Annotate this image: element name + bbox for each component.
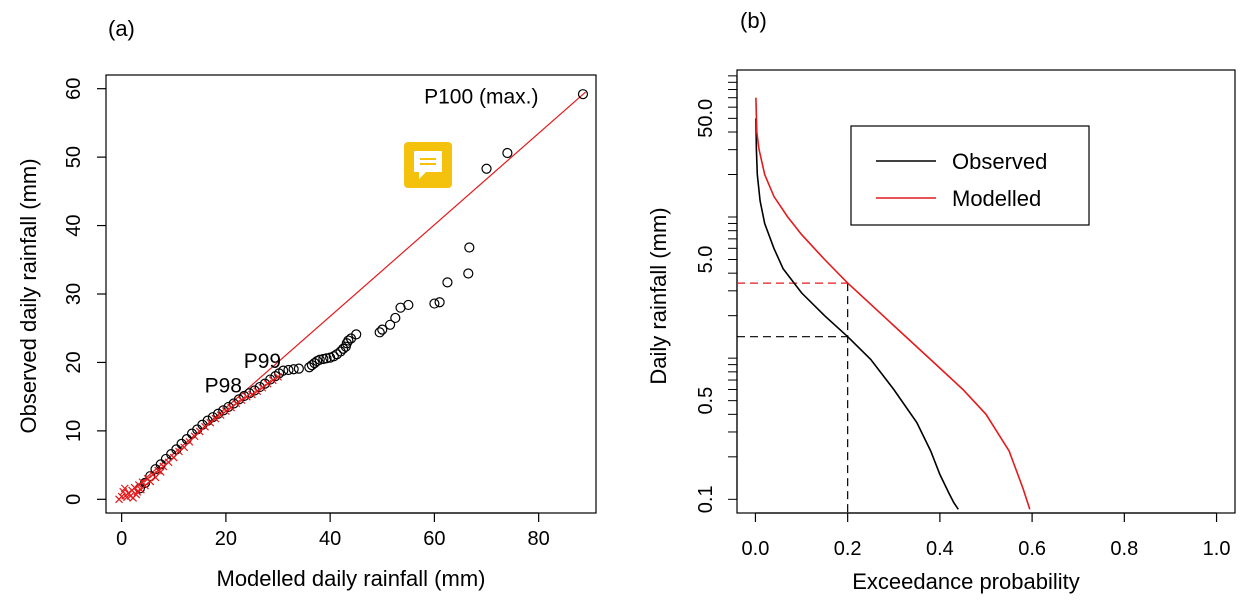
y-tick-label: 30 bbox=[63, 283, 85, 305]
modelled-point bbox=[134, 481, 143, 489]
y-tick-label: 0.5 bbox=[695, 387, 717, 415]
modelled-point bbox=[169, 453, 178, 462]
modelled-point bbox=[216, 411, 225, 420]
percentile-annotation: P98 bbox=[205, 375, 242, 398]
observed-point bbox=[577, 89, 589, 100]
panel-b-x-axis: 0.0 0.2 0.4 0.6 0.8 1.0 bbox=[742, 512, 1231, 560]
modelled-point bbox=[156, 468, 165, 476]
modelled-point bbox=[206, 418, 215, 427]
observed-point bbox=[390, 312, 401, 324]
modelled-point bbox=[201, 422, 209, 431]
observed-point bbox=[293, 363, 304, 374]
observed-point bbox=[321, 353, 332, 364]
x-tick-label: 20 bbox=[215, 528, 237, 550]
x-tick-label: 40 bbox=[319, 528, 341, 550]
observed-point bbox=[403, 299, 414, 311]
observed-point bbox=[374, 327, 385, 338]
x-tick-label: 80 bbox=[528, 528, 550, 550]
modelled-point bbox=[159, 462, 168, 471]
y-tick-label: 10 bbox=[63, 420, 85, 442]
legend-observed-label: Observed bbox=[952, 149, 1047, 174]
modelled-point bbox=[141, 481, 150, 490]
modelled-point bbox=[120, 484, 129, 493]
panel-a-y-axis-title: Observed daily rainfall (mm) bbox=[16, 158, 41, 433]
observed-point bbox=[481, 163, 492, 174]
modelled-point bbox=[242, 392, 251, 401]
x-tick-label: 0 bbox=[116, 528, 127, 550]
modelled-point bbox=[221, 407, 230, 415]
panel-b-x-axis-title: Exceedance probability bbox=[852, 569, 1079, 594]
panel-b-y-axis-title: Daily rainfall (mm) bbox=[646, 207, 671, 384]
modelled-point bbox=[237, 396, 246, 405]
modelled-point bbox=[253, 387, 262, 396]
observed-point bbox=[434, 297, 445, 308]
comment-icon[interactable] bbox=[404, 142, 452, 188]
observed-point bbox=[328, 351, 339, 362]
observed-point bbox=[288, 364, 299, 375]
y-tick-label: 40 bbox=[63, 214, 85, 236]
observed-point bbox=[442, 277, 453, 288]
x-tick-label: 60 bbox=[423, 528, 445, 550]
panel-a-label: (a) bbox=[108, 16, 135, 41]
modelled-point bbox=[211, 414, 220, 423]
modelled-point bbox=[175, 447, 183, 456]
x-tick-label: 0.8 bbox=[1110, 538, 1138, 560]
observed-point bbox=[338, 343, 349, 354]
observed-point bbox=[283, 364, 294, 376]
y-tick-label: 0.1 bbox=[695, 485, 717, 513]
x-tick-label: 0.2 bbox=[834, 538, 862, 560]
x-tick-label: 0.4 bbox=[926, 538, 954, 560]
observed-point bbox=[377, 324, 388, 335]
modelled-point bbox=[258, 383, 267, 392]
series-observed bbox=[755, 118, 959, 510]
x-tick-label: 1.0 bbox=[1203, 538, 1231, 560]
observed-point bbox=[384, 319, 396, 330]
legend-modelled-label: Modelled bbox=[952, 186, 1041, 211]
panel-b-series bbox=[755, 97, 1031, 510]
modelled-point bbox=[232, 399, 241, 408]
y-tick-label: 5.0 bbox=[695, 246, 717, 274]
y-tick-label: 60 bbox=[63, 78, 85, 100]
panel-b: (b) 0.0 0.2 0.4 0.6 0.8 1.0 0.1 0.5 5.0 50.0 Obs… bbox=[646, 8, 1236, 594]
panel-a-x-axis-title: Modelled daily rainfall (mm) bbox=[217, 566, 486, 591]
modelled-point bbox=[133, 487, 142, 496]
modelled-point bbox=[268, 376, 277, 385]
observed-point bbox=[239, 390, 250, 402]
panel-b-y-axis: 0.1 0.5 5.0 50.0 bbox=[695, 75, 738, 513]
x-tick-label: 0.0 bbox=[742, 538, 770, 560]
modelled-point bbox=[146, 477, 155, 486]
observed-point bbox=[351, 329, 362, 340]
legend-box bbox=[850, 125, 1090, 226]
y-tick-label: 20 bbox=[63, 351, 85, 373]
percentile-annotation: P100 (max.) bbox=[424, 86, 538, 109]
modelled-point bbox=[274, 372, 282, 381]
observed-point bbox=[312, 355, 323, 367]
y-tick-label: 50.0 bbox=[695, 99, 717, 138]
panel-a-points bbox=[115, 89, 589, 504]
x-tick-label: 0.6 bbox=[1018, 538, 1046, 560]
panel-b-label: (b) bbox=[740, 8, 767, 33]
panel-b-legend: Observed Modelled bbox=[850, 125, 1090, 226]
series-modelled bbox=[755, 97, 1031, 510]
percentile-annotation: P99 bbox=[244, 350, 281, 373]
y-tick-label: 0 bbox=[63, 494, 85, 505]
y-tick-label: 50 bbox=[63, 146, 85, 168]
observed-point bbox=[314, 354, 325, 365]
modelled-point bbox=[248, 390, 256, 399]
modelled-point bbox=[130, 483, 139, 492]
observed-point bbox=[343, 335, 354, 346]
observed-point bbox=[463, 268, 474, 279]
panel-a-y-axis: 0 10 20 30 40 50 60 bbox=[63, 78, 106, 505]
modelled-point bbox=[263, 379, 272, 388]
observed-point bbox=[429, 298, 440, 309]
panel-b-reference-lines bbox=[737, 282, 849, 513]
modelled-point bbox=[227, 403, 236, 412]
observed-point bbox=[464, 242, 475, 253]
observed-point bbox=[502, 147, 513, 159]
observed-point bbox=[309, 358, 320, 369]
panel-a-x-axis: 0 20 40 60 80 bbox=[116, 512, 550, 550]
